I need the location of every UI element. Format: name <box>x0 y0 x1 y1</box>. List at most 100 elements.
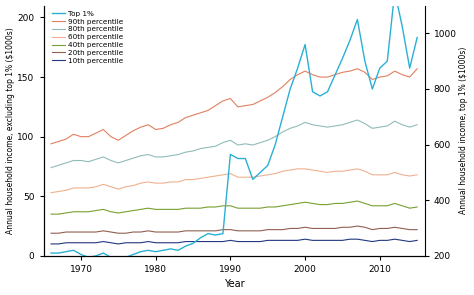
90th percentile <box>48 142 54 146</box>
Legend: Top 1%, 90th percentile, 80th percentile, 60th percentile, 40th percentile, 20th: Top 1%, 90th percentile, 80th percentile… <box>51 9 125 65</box>
80th percentile <box>130 156 136 160</box>
Top 1% <box>78 253 84 256</box>
Top 1% <box>362 59 368 63</box>
20th percentile <box>138 230 144 234</box>
20th percentile <box>100 229 106 232</box>
90th percentile <box>257 99 263 103</box>
80th percentile <box>175 153 181 156</box>
40th percentile <box>265 205 271 209</box>
10th percentile <box>243 240 248 243</box>
90th percentile <box>362 71 368 74</box>
60th percentile <box>160 181 166 185</box>
20th percentile <box>228 228 233 231</box>
60th percentile <box>287 168 293 172</box>
90th percentile <box>130 129 136 132</box>
60th percentile <box>220 173 226 177</box>
60th percentile <box>48 191 54 194</box>
Top 1% <box>280 115 285 119</box>
40th percentile <box>63 211 69 215</box>
80th percentile <box>182 150 188 154</box>
40th percentile <box>250 206 255 210</box>
10th percentile <box>108 241 114 245</box>
60th percentile <box>325 171 330 174</box>
90th percentile <box>273 91 278 94</box>
80th percentile <box>213 145 219 148</box>
20th percentile <box>370 228 375 231</box>
40th percentile <box>146 206 151 210</box>
60th percentile <box>100 183 106 186</box>
80th percentile <box>168 154 173 158</box>
40th percentile <box>175 208 181 211</box>
60th percentile <box>377 173 383 177</box>
60th percentile <box>116 187 121 191</box>
40th percentile <box>400 204 405 208</box>
Top 1% <box>182 244 188 248</box>
90th percentile <box>108 135 114 138</box>
90th percentile <box>71 132 76 136</box>
90th percentile <box>56 140 62 143</box>
60th percentile <box>310 168 315 172</box>
40th percentile <box>116 211 121 215</box>
90th percentile <box>138 125 144 129</box>
20th percentile <box>93 230 99 234</box>
Top 1% <box>317 94 323 98</box>
60th percentile <box>228 172 233 176</box>
Top 1% <box>273 143 278 146</box>
20th percentile <box>205 229 211 232</box>
90th percentile <box>190 114 196 117</box>
80th percentile <box>190 149 196 153</box>
90th percentile <box>287 78 293 81</box>
20th percentile <box>56 232 62 235</box>
X-axis label: Year: Year <box>224 279 245 289</box>
40th percentile <box>220 204 226 208</box>
10th percentile <box>168 241 173 245</box>
10th percentile <box>265 239 271 242</box>
40th percentile <box>78 210 84 214</box>
80th percentile <box>138 154 144 158</box>
40th percentile <box>123 210 128 214</box>
Top 1% <box>190 242 196 245</box>
90th percentile <box>265 96 271 99</box>
80th percentile <box>265 138 271 142</box>
90th percentile <box>175 121 181 124</box>
10th percentile <box>332 239 338 242</box>
90th percentile <box>123 134 128 137</box>
90th percentile <box>78 135 84 138</box>
80th percentile <box>302 121 308 124</box>
Top 1% <box>235 157 241 160</box>
Y-axis label: Annual household income, top 1% ($1000s): Annual household income, top 1% ($1000s) <box>459 47 468 214</box>
10th percentile <box>302 237 308 241</box>
80th percentile <box>384 124 390 128</box>
10th percentile <box>116 242 121 246</box>
80th percentile <box>392 119 398 123</box>
10th percentile <box>392 237 398 241</box>
90th percentile <box>317 75 323 79</box>
20th percentile <box>414 228 420 231</box>
60th percentile <box>130 184 136 187</box>
Top 1% <box>130 253 136 256</box>
10th percentile <box>56 242 62 246</box>
80th percentile <box>116 161 121 165</box>
20th percentile <box>130 230 136 234</box>
40th percentile <box>182 206 188 210</box>
60th percentile <box>93 185 99 189</box>
80th percentile <box>414 123 420 127</box>
Top 1% <box>108 255 114 259</box>
Line: 90th percentile: 90th percentile <box>51 69 417 144</box>
10th percentile <box>71 241 76 245</box>
80th percentile <box>146 153 151 156</box>
90th percentile <box>228 97 233 100</box>
10th percentile <box>213 240 219 243</box>
90th percentile <box>168 123 173 127</box>
10th percentile <box>130 241 136 245</box>
80th percentile <box>48 166 54 169</box>
40th percentile <box>339 202 345 205</box>
10th percentile <box>310 239 315 242</box>
90th percentile <box>213 104 219 107</box>
Top 1% <box>56 251 62 255</box>
Line: 10th percentile: 10th percentile <box>51 239 417 244</box>
60th percentile <box>168 180 173 184</box>
10th percentile <box>93 241 99 245</box>
Line: 80th percentile: 80th percentile <box>51 120 417 168</box>
40th percentile <box>213 205 219 209</box>
